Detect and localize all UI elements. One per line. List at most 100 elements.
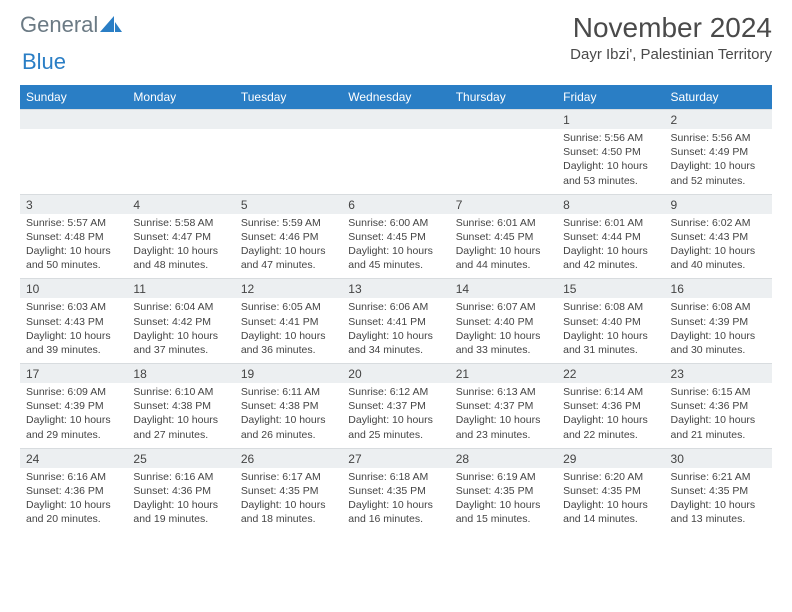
sunrise-text: Sunrise: 6:08 AM	[671, 300, 766, 314]
daylight-text: Daylight: 10 hours and 20 minutes.	[26, 498, 121, 526]
day-number	[342, 110, 449, 130]
sunrise-text: Sunrise: 6:18 AM	[348, 470, 443, 484]
day-number: 14	[450, 279, 557, 299]
sunrise-text: Sunrise: 6:16 AM	[133, 470, 228, 484]
day-number: 24	[20, 448, 127, 468]
day-details: Sunrise: 6:08 AMSunset: 4:39 PMDaylight:…	[665, 298, 772, 363]
week-detail-row: Sunrise: 5:57 AMSunset: 4:48 PMDaylight:…	[20, 214, 772, 279]
dow-thursday: Thursday	[450, 85, 557, 110]
calendar-table: Sunday Monday Tuesday Wednesday Thursday…	[20, 85, 772, 532]
day-number: 18	[127, 364, 234, 384]
daylight-text: Daylight: 10 hours and 16 minutes.	[348, 498, 443, 526]
sunrise-text: Sunrise: 5:57 AM	[26, 216, 121, 230]
daylight-text: Daylight: 10 hours and 37 minutes.	[133, 329, 228, 357]
daylight-text: Daylight: 10 hours and 27 minutes.	[133, 413, 228, 441]
sunset-text: Sunset: 4:37 PM	[456, 399, 551, 413]
week-number-row: 10111213141516	[20, 279, 772, 299]
daylight-text: Daylight: 10 hours and 44 minutes.	[456, 244, 551, 272]
day-number: 4	[127, 194, 234, 214]
day-number: 25	[127, 448, 234, 468]
day-details	[20, 129, 127, 194]
sunrise-text: Sunrise: 6:02 AM	[671, 216, 766, 230]
day-number: 11	[127, 279, 234, 299]
sunset-text: Sunset: 4:39 PM	[671, 315, 766, 329]
day-number: 26	[235, 448, 342, 468]
day-number: 7	[450, 194, 557, 214]
day-number: 13	[342, 279, 449, 299]
sunset-text: Sunset: 4:36 PM	[133, 484, 228, 498]
sunrise-text: Sunrise: 6:16 AM	[26, 470, 121, 484]
sunset-text: Sunset: 4:41 PM	[348, 315, 443, 329]
daylight-text: Daylight: 10 hours and 21 minutes.	[671, 413, 766, 441]
daylight-text: Daylight: 10 hours and 40 minutes.	[671, 244, 766, 272]
day-number: 29	[557, 448, 664, 468]
sunset-text: Sunset: 4:38 PM	[241, 399, 336, 413]
sunset-text: Sunset: 4:40 PM	[563, 315, 658, 329]
day-details	[342, 129, 449, 194]
day-details: Sunrise: 6:18 AMSunset: 4:35 PMDaylight:…	[342, 468, 449, 533]
day-number: 21	[450, 364, 557, 384]
day-details: Sunrise: 5:56 AMSunset: 4:50 PMDaylight:…	[557, 129, 664, 194]
daylight-text: Daylight: 10 hours and 29 minutes.	[26, 413, 121, 441]
sunrise-text: Sunrise: 6:13 AM	[456, 385, 551, 399]
day-details: Sunrise: 5:56 AMSunset: 4:49 PMDaylight:…	[665, 129, 772, 194]
daylight-text: Daylight: 10 hours and 45 minutes.	[348, 244, 443, 272]
day-details: Sunrise: 6:08 AMSunset: 4:40 PMDaylight:…	[557, 298, 664, 363]
daylight-text: Daylight: 10 hours and 19 minutes.	[133, 498, 228, 526]
day-details: Sunrise: 6:04 AMSunset: 4:42 PMDaylight:…	[127, 298, 234, 363]
day-number: 15	[557, 279, 664, 299]
daylight-text: Daylight: 10 hours and 53 minutes.	[563, 159, 658, 187]
sunset-text: Sunset: 4:45 PM	[456, 230, 551, 244]
sunrise-text: Sunrise: 6:04 AM	[133, 300, 228, 314]
sunrise-text: Sunrise: 6:17 AM	[241, 470, 336, 484]
day-details	[127, 129, 234, 194]
dow-sunday: Sunday	[20, 85, 127, 110]
sunset-text: Sunset: 4:35 PM	[563, 484, 658, 498]
day-details: Sunrise: 6:09 AMSunset: 4:39 PMDaylight:…	[20, 383, 127, 448]
sunset-text: Sunset: 4:50 PM	[563, 145, 658, 159]
sunrise-text: Sunrise: 5:58 AM	[133, 216, 228, 230]
sunrise-text: Sunrise: 6:00 AM	[348, 216, 443, 230]
day-details: Sunrise: 6:02 AMSunset: 4:43 PMDaylight:…	[665, 214, 772, 279]
sunset-text: Sunset: 4:44 PM	[563, 230, 658, 244]
week-detail-row: Sunrise: 6:09 AMSunset: 4:39 PMDaylight:…	[20, 383, 772, 448]
day-number	[235, 110, 342, 130]
sunrise-text: Sunrise: 6:19 AM	[456, 470, 551, 484]
day-details: Sunrise: 6:07 AMSunset: 4:40 PMDaylight:…	[450, 298, 557, 363]
day-number: 2	[665, 110, 772, 130]
dow-monday: Monday	[127, 85, 234, 110]
sunset-text: Sunset: 4:38 PM	[133, 399, 228, 413]
sunset-text: Sunset: 4:39 PM	[26, 399, 121, 413]
sunset-text: Sunset: 4:46 PM	[241, 230, 336, 244]
daylight-text: Daylight: 10 hours and 50 minutes.	[26, 244, 121, 272]
location: Dayr Ibzi', Palestinian Territory	[570, 46, 772, 63]
dow-saturday: Saturday	[665, 85, 772, 110]
sunrise-text: Sunrise: 6:14 AM	[563, 385, 658, 399]
sunset-text: Sunset: 4:35 PM	[348, 484, 443, 498]
day-number: 28	[450, 448, 557, 468]
daylight-text: Daylight: 10 hours and 52 minutes.	[671, 159, 766, 187]
sunrise-text: Sunrise: 6:21 AM	[671, 470, 766, 484]
daylight-text: Daylight: 10 hours and 22 minutes.	[563, 413, 658, 441]
day-number: 10	[20, 279, 127, 299]
sunrise-text: Sunrise: 5:56 AM	[671, 131, 766, 145]
daylight-text: Daylight: 10 hours and 18 minutes.	[241, 498, 336, 526]
sunrise-text: Sunrise: 6:15 AM	[671, 385, 766, 399]
day-details: Sunrise: 6:14 AMSunset: 4:36 PMDaylight:…	[557, 383, 664, 448]
day-number: 12	[235, 279, 342, 299]
daylight-text: Daylight: 10 hours and 34 minutes.	[348, 329, 443, 357]
sunset-text: Sunset: 4:35 PM	[671, 484, 766, 498]
sunrise-text: Sunrise: 6:05 AM	[241, 300, 336, 314]
week-detail-row: Sunrise: 5:56 AMSunset: 4:50 PMDaylight:…	[20, 129, 772, 194]
sunset-text: Sunset: 4:35 PM	[241, 484, 336, 498]
day-number: 9	[665, 194, 772, 214]
day-details	[235, 129, 342, 194]
sunrise-text: Sunrise: 6:11 AM	[241, 385, 336, 399]
day-number: 8	[557, 194, 664, 214]
daylight-text: Daylight: 10 hours and 48 minutes.	[133, 244, 228, 272]
daylight-text: Daylight: 10 hours and 23 minutes.	[456, 413, 551, 441]
sunrise-text: Sunrise: 6:07 AM	[456, 300, 551, 314]
daylight-text: Daylight: 10 hours and 39 minutes.	[26, 329, 121, 357]
sunset-text: Sunset: 4:41 PM	[241, 315, 336, 329]
day-details: Sunrise: 6:06 AMSunset: 4:41 PMDaylight:…	[342, 298, 449, 363]
